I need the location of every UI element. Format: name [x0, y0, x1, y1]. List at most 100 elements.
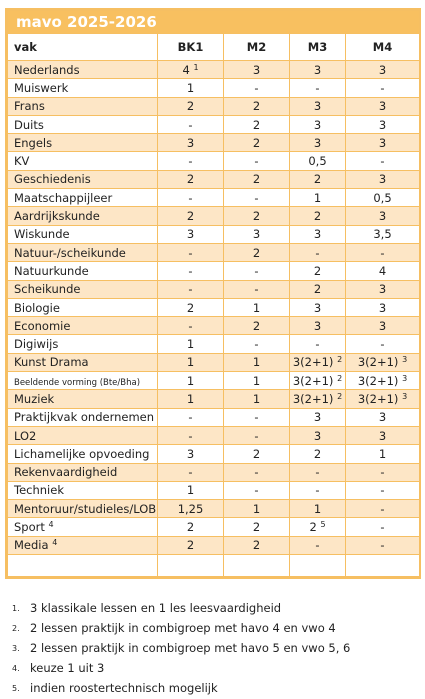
footnote-text: keuze 1 uit 3 [30, 661, 105, 675]
hours-cell: 1 [289, 499, 346, 519]
subject-cell: Kunst Drama [7, 352, 158, 373]
footnote-ref: 1 [193, 62, 199, 72]
subject-row: Natuur-/scheikunde - 2 - - [7, 242, 421, 263]
subject-cell: Duits [7, 114, 158, 135]
hours: 3 [313, 227, 322, 242]
hours: - [380, 154, 385, 169]
hours: 1 [252, 501, 261, 516]
hours: 3 [378, 282, 387, 297]
hours-cell: - [344, 334, 421, 354]
hours: 3 [378, 62, 387, 77]
hours: 2 [186, 520, 195, 535]
hours-cell: 0,5 [344, 188, 421, 208]
hours-cell: 1 [223, 499, 290, 519]
hours: - [254, 410, 259, 425]
hours-cell: 3 [344, 96, 421, 116]
subject-name: Media [14, 538, 49, 553]
hours-cell: - [157, 316, 224, 336]
subject-name: Muiswerk [14, 80, 69, 95]
hours-cell: - [223, 188, 290, 208]
hours: 4 [182, 62, 190, 77]
hours-cell: 3 [289, 407, 346, 427]
hours-cell: 2 5 [289, 517, 346, 537]
hours: 1 [313, 501, 322, 516]
subject-cell: Beeldende vorming (Bte/Bha) [7, 371, 158, 391]
hours-cell: 2 [157, 169, 224, 190]
footnote-ref: 4 [48, 520, 54, 530]
hours: 1 [186, 80, 195, 95]
title-row: mavo 2025-2026 [6, 10, 421, 34]
hours-cell: 2 [157, 206, 224, 226]
subject-row: Muiswerk 1 - - - [7, 78, 421, 98]
subject-cell: Sport 4 [7, 517, 158, 537]
subject-name: Economie [14, 318, 71, 333]
hours: - [254, 337, 259, 352]
hours: 3(2+1) [357, 355, 399, 370]
hours-cell: 2 [223, 206, 290, 226]
footnote-ref: 3 [402, 391, 408, 401]
hours-cell: 1 [157, 352, 224, 373]
subject-cell: Wiskunde [7, 224, 158, 244]
hours-cell: 3 [344, 114, 421, 135]
hours: 2 [186, 209, 195, 224]
subject-row: Engels 3 2 3 3 [7, 133, 421, 153]
hours: - [254, 428, 259, 443]
hours: 3(2+1) [292, 373, 334, 388]
hours: 1 [186, 337, 195, 352]
subject-name: Rekenvaardigheid [14, 465, 118, 480]
subject-name: Duits [14, 117, 44, 132]
hours: - [380, 483, 385, 498]
hours-cell: 3 [289, 316, 346, 336]
hours-cell: 3(2+1) 3 [344, 389, 421, 409]
hours-cell: - [223, 462, 290, 482]
subject-row: KV - - 0,5 - [7, 151, 421, 171]
hours: - [188, 410, 193, 425]
footnotes: 1. 3 klassikale lessen en 1 les leesvaard… [12, 598, 350, 698]
hours: 3 [252, 227, 261, 242]
hours: 3 [313, 135, 322, 150]
hours: - [315, 465, 320, 480]
empty-cell [289, 554, 346, 578]
empty-row [7, 554, 421, 578]
hours-cell: 3 [289, 425, 346, 446]
hours: 1,25 [177, 501, 204, 516]
subject-cell: Biologie [7, 297, 158, 318]
hours: - [254, 154, 259, 169]
hours: - [315, 483, 320, 498]
hours-cell: 3(2+1) 2 [289, 389, 346, 409]
hours: 3 [378, 172, 387, 187]
hours: 2 [186, 172, 195, 187]
title: mavo 2025-2026 [6, 10, 421, 34]
hours: - [254, 483, 259, 498]
footnote: 3. 2 lessen praktijk in combigroep met ha… [12, 638, 350, 658]
subject-row: Techniek 1 - - - [7, 480, 421, 501]
hours: 3,5 [373, 227, 392, 242]
hours: 2 [186, 300, 195, 315]
hours-cell: 2 [289, 169, 346, 190]
hours: 1 [186, 391, 195, 406]
hours: 2 [252, 245, 261, 260]
hours-cell: 2 [223, 316, 290, 336]
hours: - [188, 263, 193, 278]
hours: - [188, 245, 193, 260]
hours-cell: - [289, 242, 346, 263]
footnote-ref: 2 [337, 373, 343, 383]
hours: - [188, 282, 193, 297]
hours-cell: 2 [289, 206, 346, 226]
hours: 1 [252, 373, 261, 388]
subject-name: Natuur-/scheikunde [14, 245, 126, 260]
footnote-ref: 2 [337, 391, 343, 401]
hours-cell: 2 [223, 444, 290, 464]
hours: 1 [186, 373, 195, 388]
hours: 2 [252, 520, 261, 535]
hours: 2 [186, 99, 195, 114]
hours: 2 [252, 446, 261, 461]
subject-cell: Aardrijkskunde [7, 206, 158, 226]
hours: 1 [252, 355, 261, 370]
header-cell: M4 [344, 33, 421, 61]
footnote-text: indien roostertechnisch mogelijk [30, 681, 218, 695]
hours-cell: 3 [289, 59, 346, 80]
